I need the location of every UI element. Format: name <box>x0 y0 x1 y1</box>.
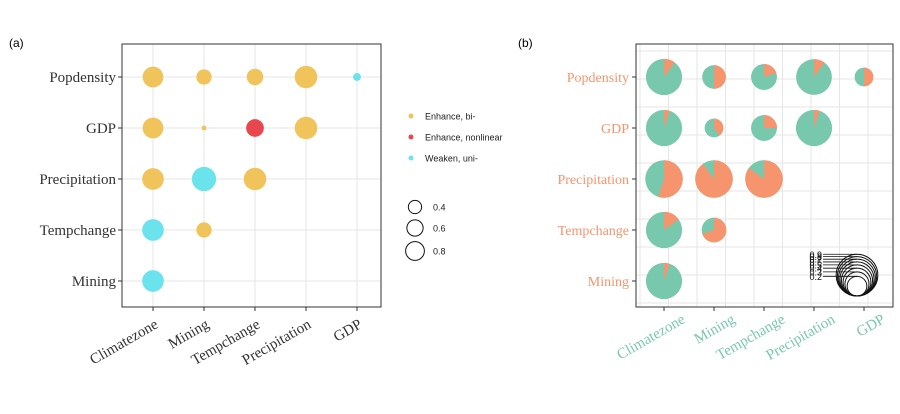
panel-a-y-tick-label: GDP <box>86 121 116 137</box>
size-legend-label: 0.4 <box>809 264 822 274</box>
size-legend-label: 0.5 <box>809 260 822 270</box>
size-legend-label: 0.7 <box>809 255 822 265</box>
legend-label-bi: Enhance, bi- <box>425 112 476 122</box>
panel-b-x-tick-label: Climatezone <box>614 311 688 363</box>
panel-a-y-tick-label: Precipitation <box>39 172 116 188</box>
panel-a-point <box>142 117 164 139</box>
panel-a: Popdensity GDP Precipitation Tempchange Mini… <box>39 43 382 369</box>
legend-label-nonlinear: Enhance, nonlinear <box>425 133 503 143</box>
panel-a-y-tick-label: Popdensity <box>49 70 116 86</box>
panel-b-y-tick-label: Popdensity <box>567 71 629 86</box>
panel-a-point <box>196 222 212 238</box>
panel-b-pie-slice-orange <box>814 59 825 77</box>
panel-b-pie-slice-orange <box>864 67 874 87</box>
panel-b-pie-slice-orange <box>814 109 820 128</box>
panel-b-y-tick-label: Precipitation <box>557 173 629 188</box>
panel-b-y-tick-label: Mining <box>588 275 629 290</box>
panel-b-pie-slice-orange <box>764 115 777 128</box>
panel-a-point <box>243 167 267 191</box>
legend-size-circle <box>406 219 424 237</box>
size-legend-label: 0.6 <box>809 257 822 267</box>
legend-key-uni <box>408 155 414 161</box>
panel-b-y-tick-label: GDP <box>601 122 629 137</box>
panel-a-point <box>201 125 207 131</box>
panel-b-pie-slice-orange <box>664 262 670 281</box>
panel-b-y-tick-label: Tempchange <box>558 224 629 239</box>
size-legend-label: 0.8 <box>809 252 822 262</box>
panel-b-pie-slice-orange <box>764 64 777 77</box>
panel-a-point <box>246 119 264 137</box>
panel-a-tag: (a) <box>9 36 24 50</box>
panel-b-pie-slice-orange <box>714 65 726 89</box>
legend-size-label: 0.6 <box>433 224 446 234</box>
legend-key-bi <box>408 113 414 119</box>
panel-b-tag: (b) <box>518 36 533 50</box>
panel-b-pie-slice-orange <box>664 109 670 128</box>
panel-b-pie-slice-orange <box>664 58 675 77</box>
legend-key-nonlinear <box>408 134 414 140</box>
panel-b-pie-slice-orange <box>702 217 727 243</box>
panel-a-point <box>142 219 164 241</box>
panel-a-frame <box>121 43 382 308</box>
panel-a-y-tick-label: Mining <box>72 274 117 290</box>
panel-b-size-legend: 0.90.80.70.60.50.40.30.2 <box>809 250 879 297</box>
panel-a-point <box>142 270 164 292</box>
panel-b-pie-slice-orange <box>664 211 679 230</box>
legend-size-circle <box>405 241 425 261</box>
panel-a-x-tick-label: GDP <box>331 317 365 346</box>
panel-a-point <box>196 69 212 85</box>
panel-b-pie-slice-orange <box>745 160 783 198</box>
panel-a-point <box>246 68 264 86</box>
legend-label-uni: Weaken, uni- <box>425 154 478 164</box>
size-legend-label: 0.9 <box>809 250 822 260</box>
panel-a-point <box>353 73 361 81</box>
panel-a-legend: Enhance, bi- Enhance, nonlinear Weaken, un… <box>405 112 503 261</box>
size-legend-label: 0.2 <box>809 272 822 282</box>
panel-a-point <box>294 65 318 89</box>
panel-a-point <box>191 166 217 192</box>
panel-b-x-tick-label: GDP <box>854 312 888 341</box>
panel-a-point <box>142 66 164 88</box>
panel-a-x-tick-label: Climatezone <box>87 316 161 368</box>
panel-a-point <box>142 168 164 190</box>
panel-a-y-tick-label: Tempchange <box>40 223 117 239</box>
legend-size-label: 0.4 <box>433 203 446 213</box>
panel-b-pie-slice-orange <box>714 118 724 136</box>
panel-a-point <box>294 116 318 140</box>
panel-b-pie-slice-orange <box>658 160 683 198</box>
legend-size-circle <box>407 199 423 215</box>
legend-size-label: 0.8 <box>433 247 446 257</box>
panel-b-pie-slice-orange <box>695 160 733 198</box>
size-legend-label: 0.3 <box>809 267 822 277</box>
panel-b: Popdensity GDP Precipitation Tempchange Mini… <box>557 43 894 364</box>
